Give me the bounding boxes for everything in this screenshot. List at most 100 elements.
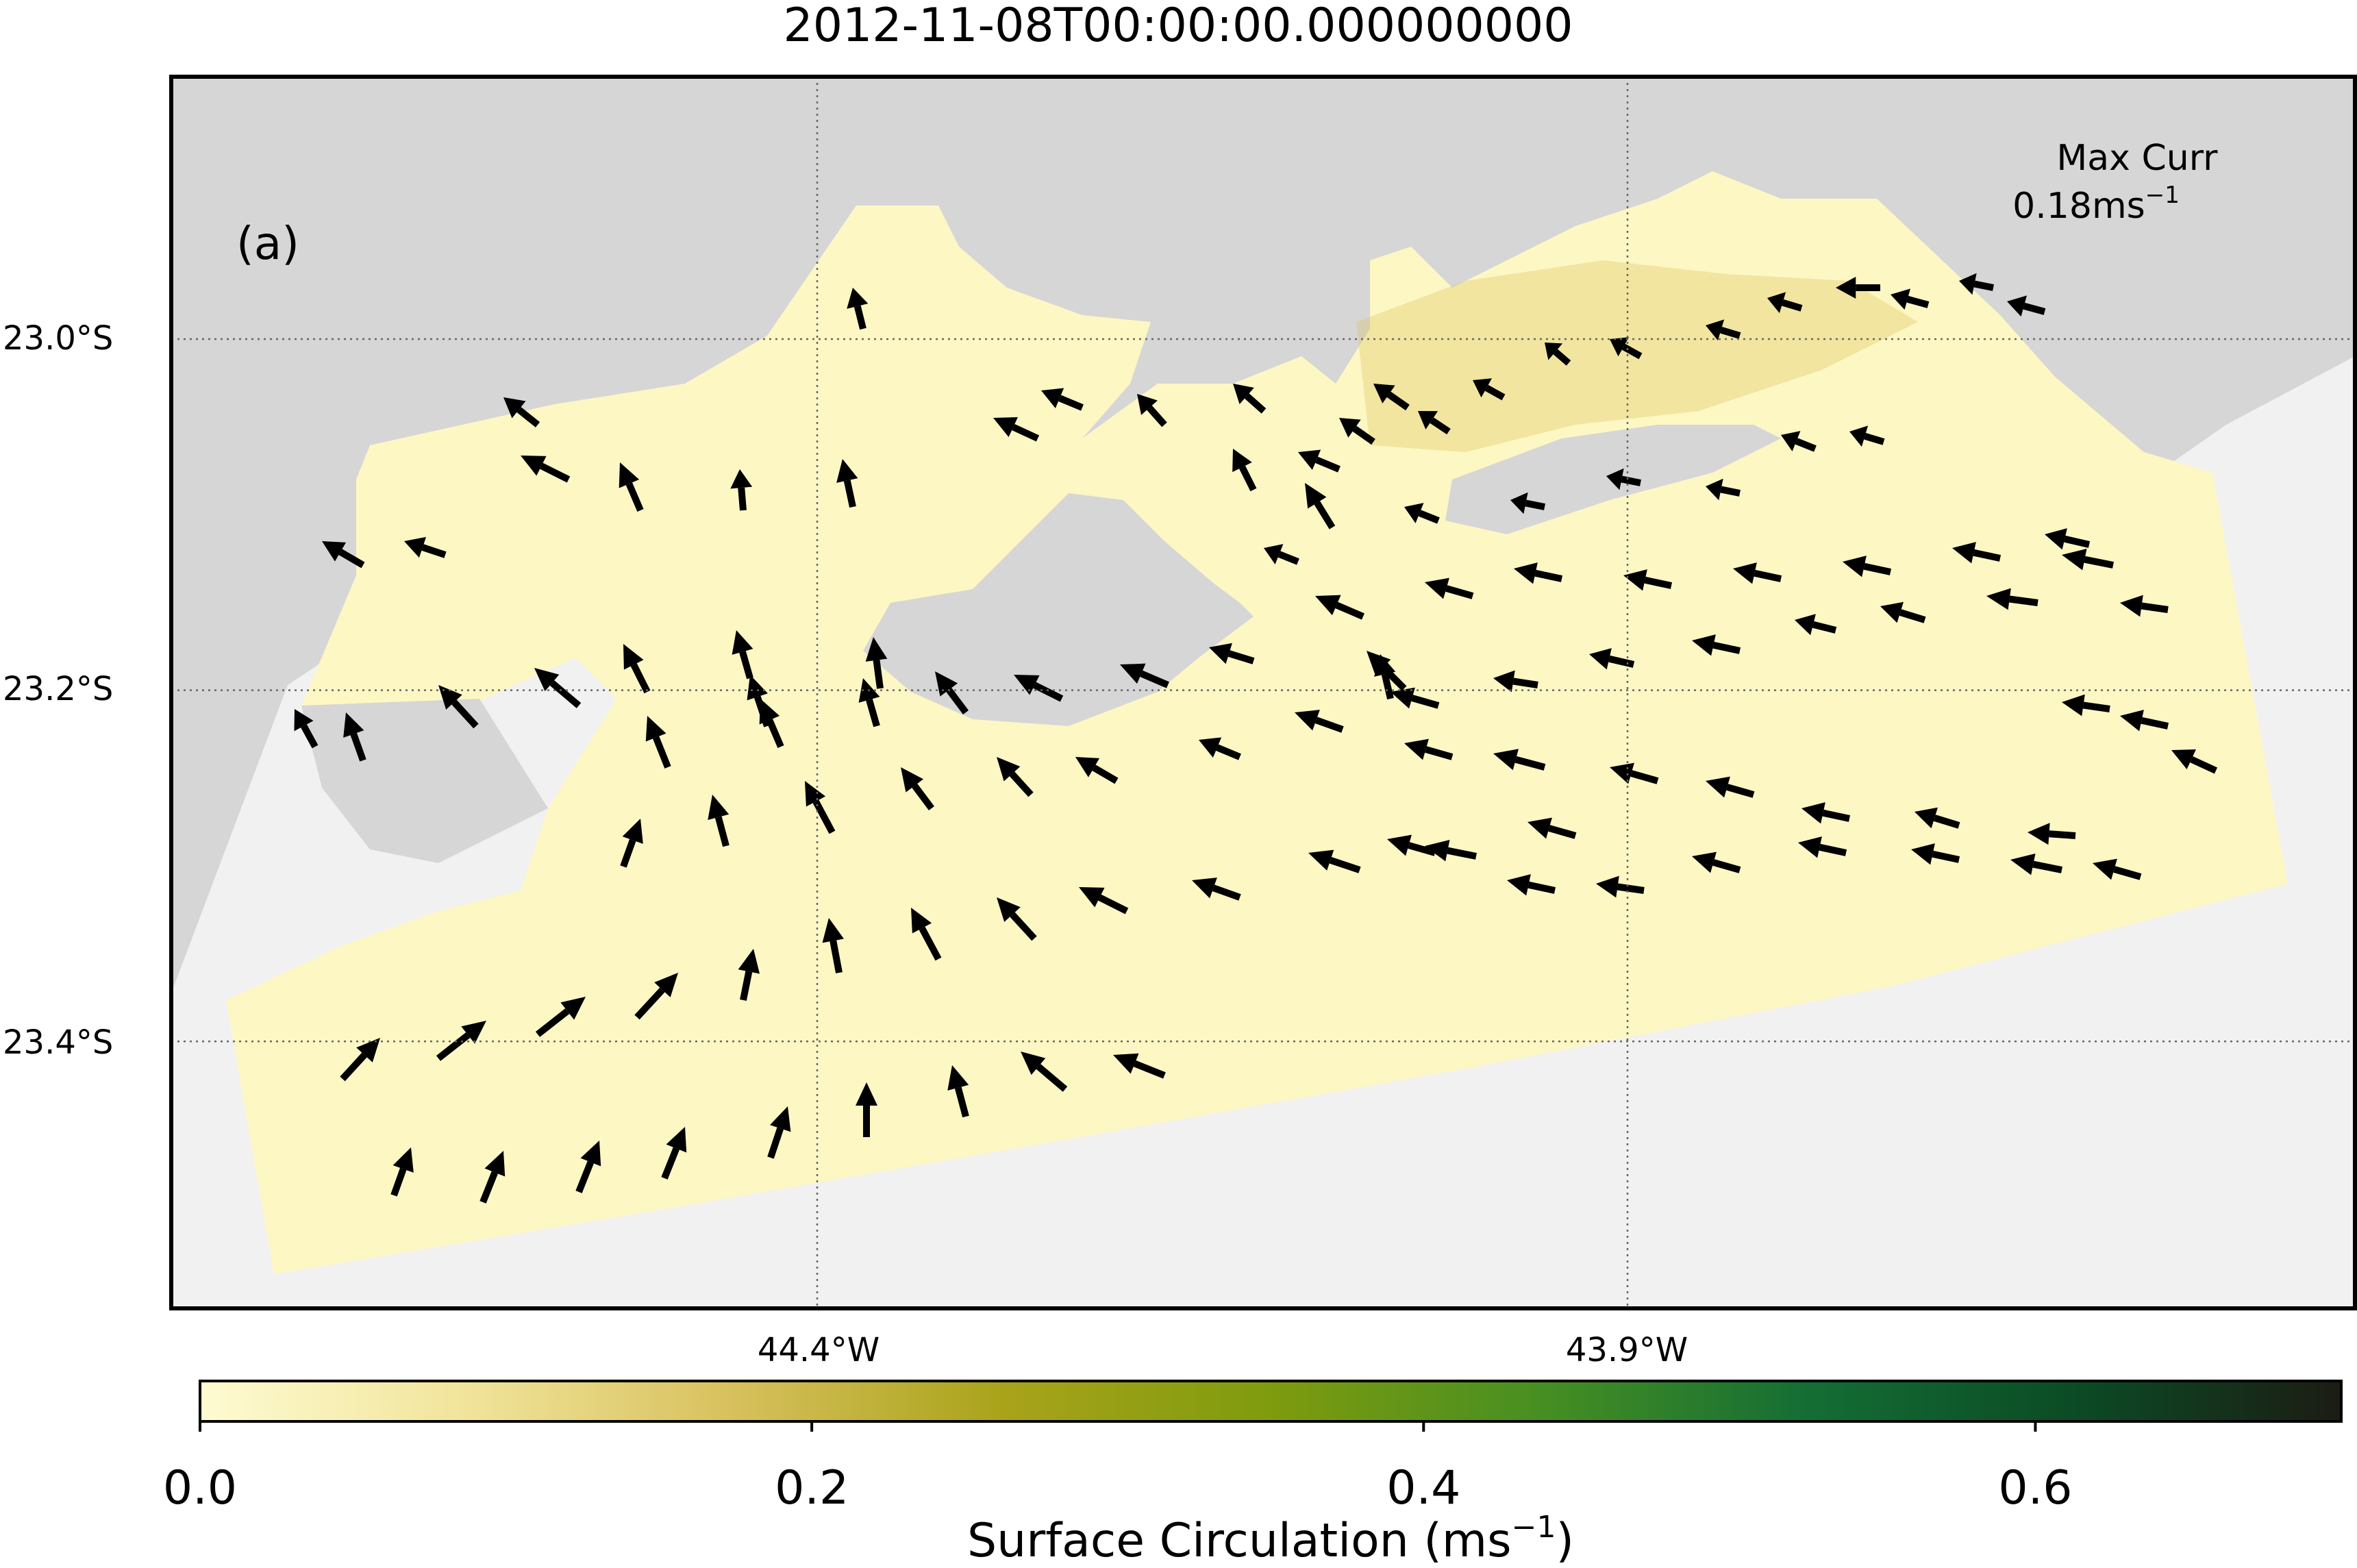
arrow-shaft [535,1008,570,1037]
arrow-icon [2007,295,2027,317]
arrow-icon [2062,548,2087,571]
arrow-shaft [1386,391,1410,411]
arrow-icon [1798,836,1822,858]
arrow-icon [1367,651,1391,675]
arrow-icon [2120,710,2144,732]
island [863,493,1254,726]
arrow-shaft [575,1160,595,1193]
arrow-shaft [1227,650,1255,664]
arrow-icon [1493,749,1519,771]
arrow-shaft [766,719,784,748]
arrow-icon [2120,595,2143,617]
arrow-icon [1192,878,1217,899]
arrow-icon [392,1147,414,1173]
arrow-shaft [1381,673,1394,700]
arrow-shaft [1726,784,1755,798]
arrow-shaft [301,724,319,749]
arrow-icon [666,1127,687,1153]
arrow-icon [1079,887,1105,908]
arrow-icon [1390,687,1415,709]
arrow-icon [708,795,729,820]
max-current-unit: ms [2092,186,2145,227]
arrow-shaft [919,926,942,961]
arrow-icon [343,712,364,738]
arrow-shaft [1864,432,1885,445]
arrow-icon [619,462,640,488]
arrow-shaft [1973,549,2001,562]
graticule [171,77,2355,1308]
arrow-shaft [738,487,747,511]
arrow-icon [1706,776,1730,798]
arrow-icon [645,716,666,742]
arrow-shaft [1140,670,1169,688]
arrow-shaft [1352,425,1375,445]
arrow-shaft [652,736,671,769]
arrow-icon [1986,588,2011,610]
arrow-icon [747,675,768,701]
arrow-icon [1075,757,1100,777]
arrow-shaft [754,695,771,727]
colorbar-tick-label: 0.6 [1998,1461,2072,1515]
arrow-icon [1041,388,1064,409]
arrow-icon [730,469,753,489]
arrow-shaft [739,651,753,680]
panel-label: (a) [236,217,299,270]
west-land-spur [301,699,548,863]
arrow-icon [1113,1053,1139,1074]
arrow-shaft [1553,349,1571,366]
arrow-shaft [1335,601,1364,620]
arrow-shaft [2141,717,2169,730]
arrow-icon [732,630,753,655]
arrow-shaft [1534,569,1563,582]
arrow-shaft [421,544,447,558]
arrow-icon [1387,834,1412,856]
arrow-icon [654,973,678,997]
arrow-icon [521,456,547,476]
arrow-shaft [1036,1064,1068,1092]
arrow-shaft [1527,881,1556,894]
arrow-shaft [1092,764,1119,784]
colorbar [199,1380,2343,1423]
arrow-icon [1706,319,1725,341]
arrow-icon [623,644,644,670]
arrow-shaft [1712,859,1741,873]
arrow-shaft [866,699,880,727]
arrow-shaft [620,838,636,868]
arrow-icon [1473,378,1493,398]
arrow-icon [1623,569,1647,591]
map-area [171,77,2355,1308]
arrow-shaft [1621,475,1641,486]
arrow-icon [1545,343,1563,360]
arrow-icon [935,671,958,697]
lon-label-43-9: 43.9°W [1566,1331,1688,1369]
arrow-shaft [1484,384,1506,401]
arrow-shaft [1819,843,1847,856]
arrow-shaft [479,1171,499,1204]
arrow-icon [1692,634,1716,656]
arrow-icon [1425,577,1449,599]
arrow-icon [1264,544,1284,564]
arrow-shaft [873,660,884,689]
arrow-shaft [812,799,836,834]
arrow-shaft [1630,770,1659,784]
arrow-shaft [1012,423,1040,442]
arrow-icon [1507,874,1531,896]
arrow-icon [847,288,869,309]
arrow-shaft [1863,562,1892,575]
arrow-shaft [1932,850,1960,863]
arrow-icon [1418,411,1438,430]
arrow-shaft [1754,569,1782,582]
arrow-icon [1021,1051,1046,1075]
arrow-shaft [1712,641,1741,654]
arrow-shaft [1009,771,1034,797]
arrow-icon [1425,839,1450,862]
arrow-icon [865,637,888,662]
arrow-icon [805,781,826,807]
arrow-shaft [946,688,969,714]
arrow-icon [1767,292,1786,314]
arrow-icon [1404,503,1424,523]
arrow-shaft [516,407,540,427]
arrow-shaft [1906,295,1930,308]
arrow-icon [294,709,314,732]
arrow-icon [1795,614,1816,636]
